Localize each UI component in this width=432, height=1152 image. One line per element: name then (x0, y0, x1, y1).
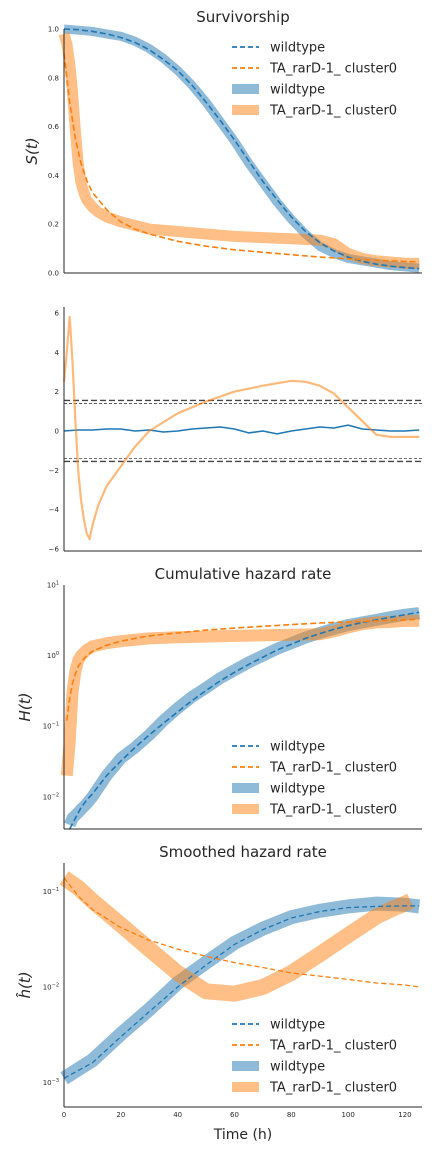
x-axis-label: Time (h) (213, 1127, 273, 1143)
x-tick-label: 20 (116, 1111, 125, 1119)
y-tick-label: 0.0 (48, 270, 59, 278)
y-tick-label: 0.4 (48, 172, 60, 180)
y-tick-label: 0 (55, 427, 59, 435)
x-tick-label: 120 (398, 1111, 411, 1119)
legend-label: wildtype (270, 1060, 325, 1075)
legend-label: TA_rarD-1_ cluster0 (269, 1081, 397, 1096)
y-tick-label: −6 (49, 546, 60, 554)
wildtype-ci-band (60, 896, 421, 1085)
x-tick-label: 100 (341, 1111, 354, 1119)
x-tick-label: 60 (230, 1111, 239, 1119)
legend-label: TA_rarD-1_ cluster0 (269, 761, 397, 776)
y-axis-label: ĥ(t) (15, 971, 34, 998)
y-tick-label: 10−1 (43, 887, 59, 896)
y-tick-label: 1.0 (48, 26, 59, 34)
y-tick-label: 0.8 (48, 74, 59, 82)
y-tick-label: 4 (55, 349, 60, 357)
y-tick-label: 0.2 (48, 221, 59, 229)
legend-label: TA_rarD-1_ cluster0 (269, 62, 397, 77)
wildtype-fit-line (68, 611, 420, 830)
mutant-fit-line (63, 53, 420, 263)
x-tick-label: 0 (62, 1111, 66, 1119)
y-tick-label: −4 (49, 506, 60, 514)
y-tick-label: 0.6 (48, 123, 60, 131)
legend-patch-swatch (232, 783, 259, 793)
mutant-fit-line (63, 877, 420, 988)
y-tick-label: −2 (49, 467, 59, 475)
x-tick-label: 40 (173, 1111, 182, 1119)
x-tick-label: 80 (287, 1111, 296, 1119)
legend-label: TA_rarD-1_ cluster0 (269, 1039, 397, 1054)
legend-label: wildtype (270, 1018, 325, 1033)
y-tick-label: 6 (55, 309, 60, 317)
legend-label: TA_rarD-1_ cluster0 (269, 104, 397, 119)
legend-patch-swatch (232, 84, 259, 94)
y-tick-label: 2 (55, 388, 59, 396)
y-tick-label: 10−1 (43, 722, 59, 731)
wildtype-residual-line (63, 424, 420, 435)
y-axis-label: S(t) (23, 137, 41, 164)
chart-title: Cumulative hazard rate (155, 565, 332, 583)
mutant-ci-band (59, 871, 415, 1002)
y-tick-label: 101 (47, 581, 59, 590)
y-tick-label: 10−2 (43, 982, 59, 991)
legend-patch-swatch (232, 105, 259, 115)
chart-title: Survivorship (196, 8, 289, 26)
legend-patch-swatch (232, 1082, 259, 1092)
wildtype-fit-line (63, 905, 420, 1079)
legend-label: wildtype (270, 83, 325, 98)
y-axis-label: H(t) (16, 693, 34, 722)
y-tick-label: 10−3 (43, 1078, 59, 1087)
wildtype-fit-line (63, 28, 420, 270)
mutant-ci-band (60, 614, 420, 777)
y-tick-label: 10−2 (43, 792, 59, 801)
legend-patch-swatch (232, 804, 259, 814)
legend-label: wildtype (270, 41, 325, 56)
mutant-fit-line (66, 618, 420, 721)
legend-label: wildtype (270, 782, 325, 797)
y-tick-label: 100 (47, 651, 59, 660)
legend-label: TA_rarD-1_ cluster0 (269, 803, 397, 818)
legend-label: wildtype (270, 740, 325, 755)
chart-title: Smoothed hazard rate (159, 843, 327, 861)
legend-patch-swatch (232, 1061, 259, 1071)
mutant-residual-line (62, 315, 420, 541)
